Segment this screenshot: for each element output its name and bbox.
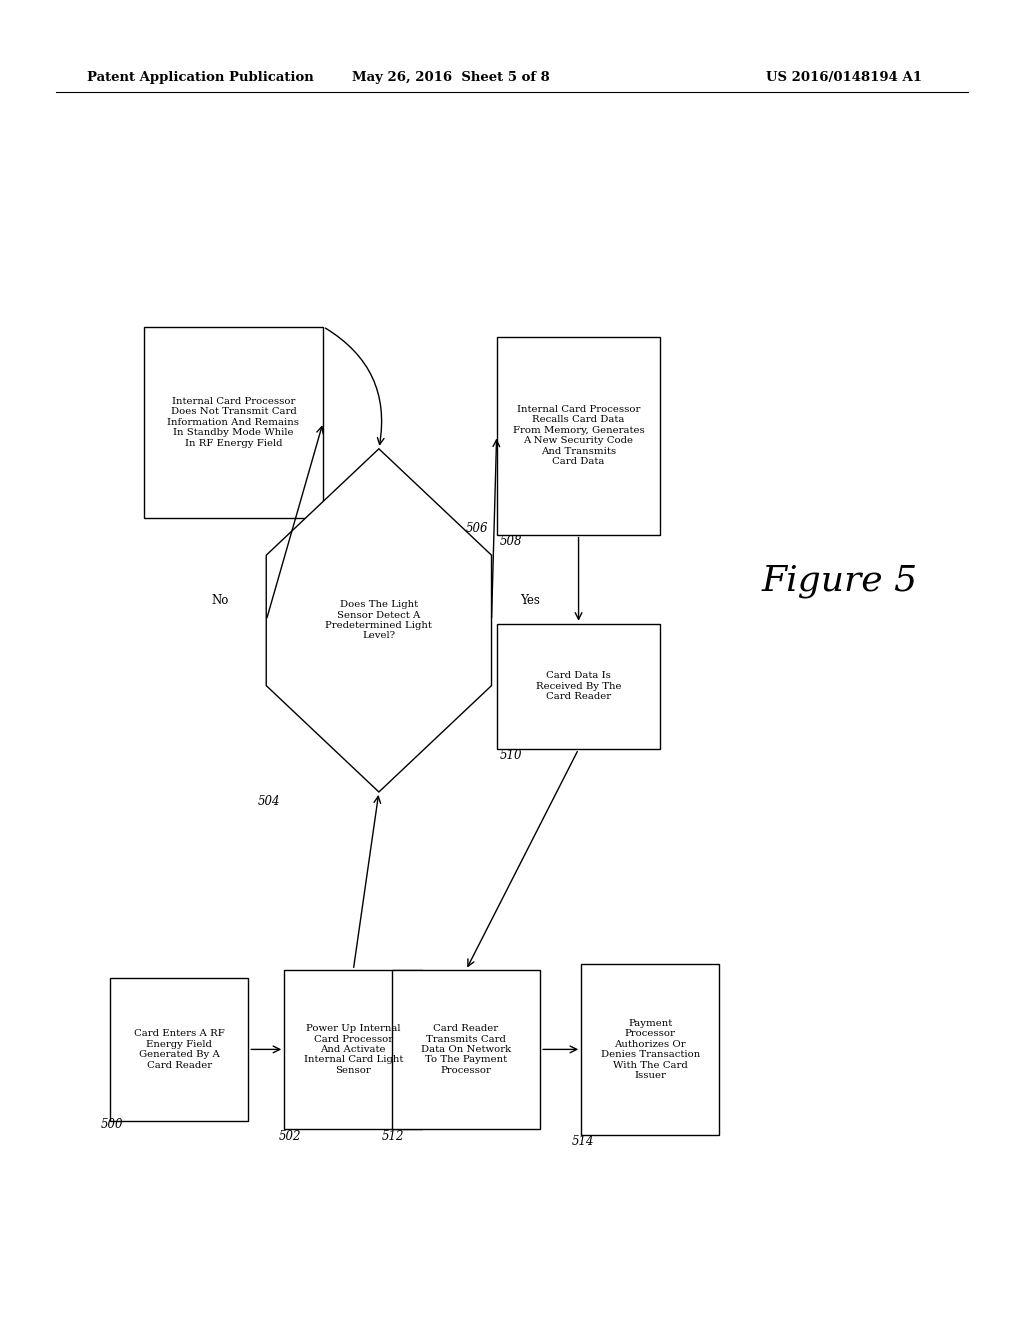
Text: Card Reader
Transmits Card
Data On Network
To The Payment
Processor: Card Reader Transmits Card Data On Netwo…: [421, 1024, 511, 1074]
Text: Card Enters A RF
Energy Field
Generated By A
Card Reader: Card Enters A RF Energy Field Generated …: [134, 1030, 224, 1069]
Text: Patent Application Publication: Patent Application Publication: [87, 71, 313, 84]
Polygon shape: [266, 449, 492, 792]
FancyBboxPatch shape: [497, 624, 660, 750]
Text: Does The Light
Sensor Detect A
Predetermined Light
Level?: Does The Light Sensor Detect A Predeterm…: [326, 601, 432, 640]
FancyBboxPatch shape: [284, 970, 422, 1129]
FancyBboxPatch shape: [582, 964, 719, 1135]
Text: 504: 504: [258, 795, 281, 808]
FancyBboxPatch shape: [391, 970, 541, 1129]
Text: Internal Card Processor
Does Not Transmit Card
Information And Remains
In Standb: Internal Card Processor Does Not Transmi…: [168, 397, 299, 447]
FancyBboxPatch shape: [497, 337, 660, 535]
Text: Payment
Processor
Authorizes Or
Denies Transaction
With The Card
Issuer: Payment Processor Authorizes Or Denies T…: [601, 1019, 699, 1080]
Text: Card Data Is
Received By The
Card Reader: Card Data Is Received By The Card Reader: [536, 672, 622, 701]
Text: Power Up Internal
Card Processor
And Activate
Internal Card Light
Sensor: Power Up Internal Card Processor And Act…: [303, 1024, 403, 1074]
Text: May 26, 2016  Sheet 5 of 8: May 26, 2016 Sheet 5 of 8: [351, 71, 550, 84]
Text: 500: 500: [100, 1118, 123, 1131]
Text: 506: 506: [466, 521, 488, 535]
FancyBboxPatch shape: [143, 326, 324, 517]
Text: 514: 514: [571, 1135, 594, 1148]
Text: No: No: [212, 594, 228, 607]
Text: Yes: Yes: [520, 594, 541, 607]
Text: 508: 508: [500, 535, 522, 548]
Text: Figure 5: Figure 5: [762, 564, 918, 598]
Text: US 2016/0148194 A1: US 2016/0148194 A1: [766, 71, 922, 84]
Text: 510: 510: [500, 748, 522, 762]
Text: 512: 512: [382, 1130, 404, 1143]
Text: 502: 502: [279, 1130, 301, 1143]
FancyBboxPatch shape: [110, 978, 248, 1121]
Text: Internal Card Processor
Recalls Card Data
From Memory, Generates
A New Security : Internal Card Processor Recalls Card Dat…: [513, 405, 644, 466]
